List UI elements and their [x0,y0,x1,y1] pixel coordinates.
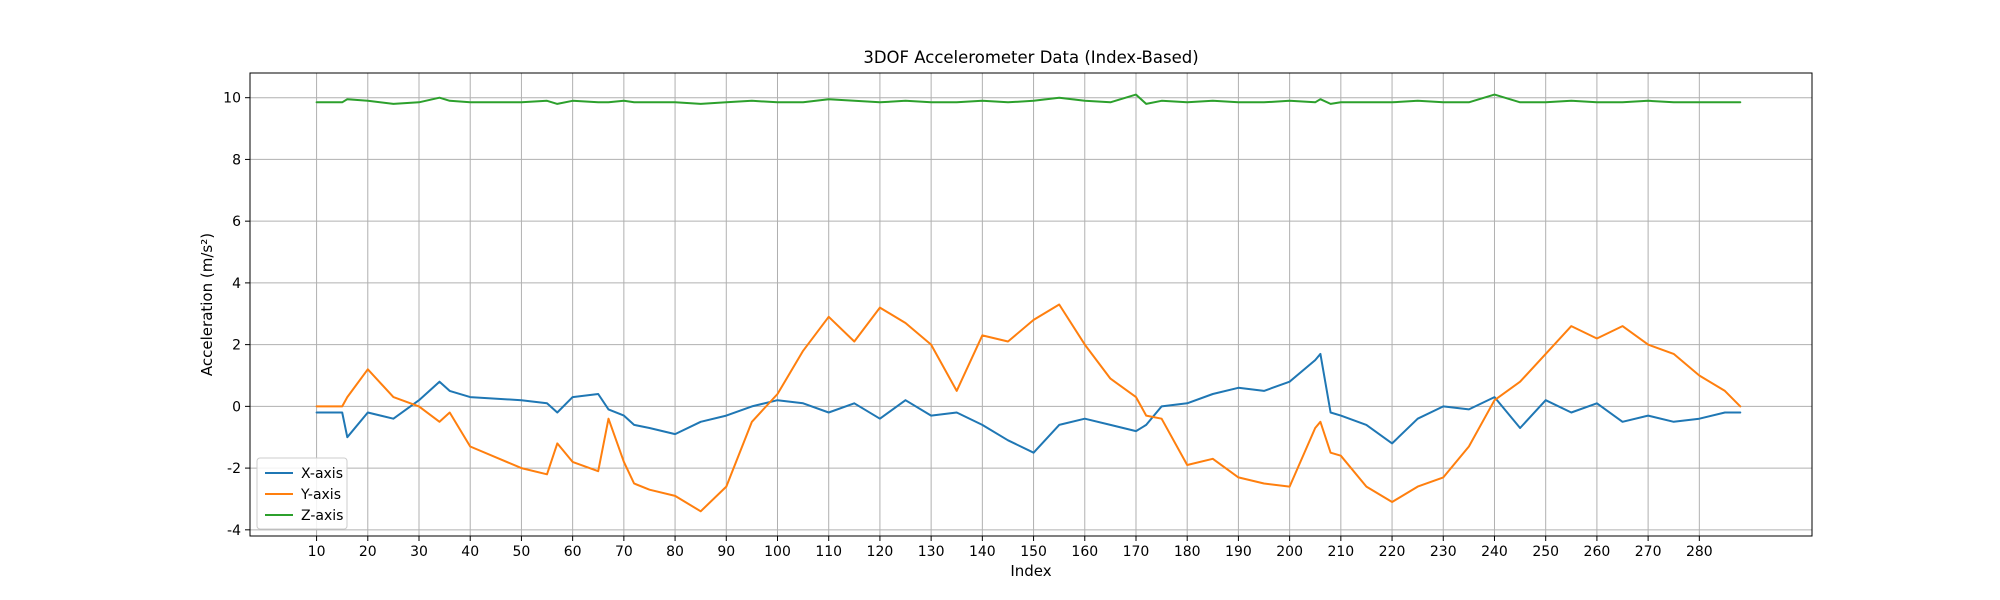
x-tick-label: 110 [815,544,842,560]
y-tick-label: -4 [227,523,241,539]
legend: X-axis Y-axis Z-axis [256,457,348,530]
series-lines [315,93,1742,513]
y-axis-label: Acceleration (m/s²) [198,233,216,376]
z-axis-line [315,93,1742,105]
legend-label: Y-axis [300,487,341,503]
x-tick-label: 230 [1430,544,1457,560]
y-tick-label: 2 [232,338,241,354]
x-tick-label: 150 [1020,544,1047,560]
plot-frame [249,72,1813,537]
x-tick-label: 40 [461,544,479,560]
x-tick-label: 100 [764,544,791,560]
y-tick-label: 8 [232,152,241,168]
x-tick-label: 160 [1071,544,1098,560]
x-tick-label: 20 [359,544,377,560]
x-tick-label: 130 [918,544,945,560]
x-tick-label: 140 [969,544,996,560]
legend-label: Z-axis [301,508,343,524]
x-tick-label: 260 [1584,544,1611,560]
grid [250,73,1812,536]
x-tick-label: 80 [666,544,684,560]
y-axis-line [315,303,1742,513]
y-axis: -4 -2 0 2 4 6 8 10 [223,91,250,539]
y-tick-label: 0 [232,399,241,415]
x-tick-label: 220 [1379,544,1406,560]
x-tick-label: 70 [615,544,633,560]
x-axis: 10 20 30 40 50 60 70 80 90 100 110 120 130 140 150 160 1… [308,536,1713,560]
plot-area [250,73,1812,536]
y-tick-label: -2 [227,461,241,477]
chart-title: 3DOF Accelerometer Data (Index-Based) [863,48,1198,67]
y-tick-label: 6 [232,214,241,230]
x-tick-label: 210 [1327,544,1354,560]
x-tick-label: 10 [308,544,326,560]
x-tick-label: 250 [1532,544,1559,560]
y-tick-label: 4 [232,276,241,292]
x-tick-label: 190 [1225,544,1252,560]
x-tick-label: 30 [410,544,428,560]
y-tick-label: 10 [223,91,241,107]
x-tick-label: 90 [717,544,735,560]
legend-box [256,457,348,530]
x-axis-line [315,352,1742,454]
x-tick-label: 180 [1174,544,1201,560]
x-tick-label: 60 [564,544,582,560]
x-tick-label: 240 [1481,544,1508,560]
x-tick-label: 50 [513,544,531,560]
x-axis-label: Index [1010,562,1051,580]
x-tick-label: 170 [1123,544,1150,560]
x-tick-label: 270 [1635,544,1662,560]
legend-label: X-axis [301,466,343,482]
x-tick-label: 120 [867,544,894,560]
x-tick-label: 200 [1276,544,1303,560]
x-tick-label: 280 [1686,544,1713,560]
